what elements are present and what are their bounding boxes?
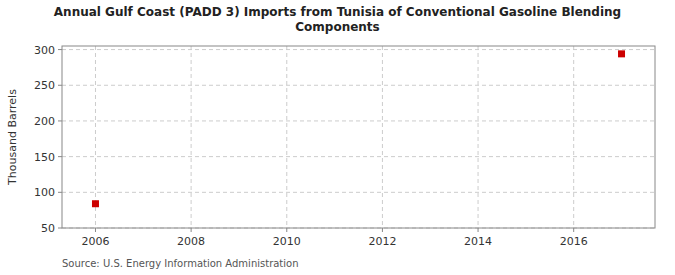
title: Annual Gulf Coast (PADD 3) Imports from …	[54, 5, 621, 34]
tick-x	[286, 228, 287, 232]
point	[618, 50, 625, 57]
tick-label-x: 2016	[560, 235, 588, 248]
tick-label-y: 150	[34, 151, 55, 164]
tick-x	[478, 228, 479, 232]
grid-line-x	[382, 46, 383, 228]
tick-x	[95, 228, 96, 232]
grid-line-y	[62, 49, 655, 50]
tick-y	[58, 120, 62, 121]
tick-y	[58, 156, 62, 157]
points	[92, 50, 625, 207]
ticks: 50 100 150 200 250 300 2006 2008 2010 2012 2014 201…	[34, 44, 588, 248]
tick-label-y: 100	[34, 186, 55, 199]
annotation: Source: U.S. Energy Information Administ…	[62, 258, 299, 269]
grid-line-y	[62, 192, 655, 193]
tick-label-y: 250	[34, 79, 55, 92]
tick-label-x: 2014	[464, 235, 492, 248]
y-axis-label: Thousand Barrels	[6, 89, 19, 186]
grid-line-y	[62, 120, 655, 121]
tick-x	[573, 228, 574, 232]
grid-line-x	[286, 46, 287, 228]
grid	[62, 46, 655, 228]
grid-line-y	[62, 85, 655, 86]
tick-y	[58, 49, 62, 50]
title-line: Annual Gulf Coast (PADD 3) Imports from …	[54, 5, 621, 19]
plot-frame	[62, 46, 655, 228]
tick-y	[58, 192, 62, 193]
tick-label-y: 50	[41, 222, 55, 235]
tick-y	[58, 228, 62, 229]
tick-label-x: 2008	[177, 235, 205, 248]
point	[92, 200, 99, 207]
grid-line-y	[62, 156, 655, 157]
tick-label-x: 2012	[368, 235, 396, 248]
chart: 50 100 150 200 250 300 2006 2008 2010 2012 2014 201…	[0, 0, 675, 275]
grid-line-x	[478, 46, 479, 228]
grid-line-x	[191, 46, 192, 228]
tick-label-y: 300	[34, 44, 55, 57]
tick-label-x: 2010	[273, 235, 301, 248]
tick-label-x: 2006	[81, 235, 109, 248]
tick-label-y: 200	[34, 115, 55, 128]
tick-x	[382, 228, 383, 232]
title-line: Components	[295, 20, 380, 34]
grid-line-x	[573, 46, 574, 228]
tick-x	[191, 228, 192, 232]
tick-y	[58, 85, 62, 86]
